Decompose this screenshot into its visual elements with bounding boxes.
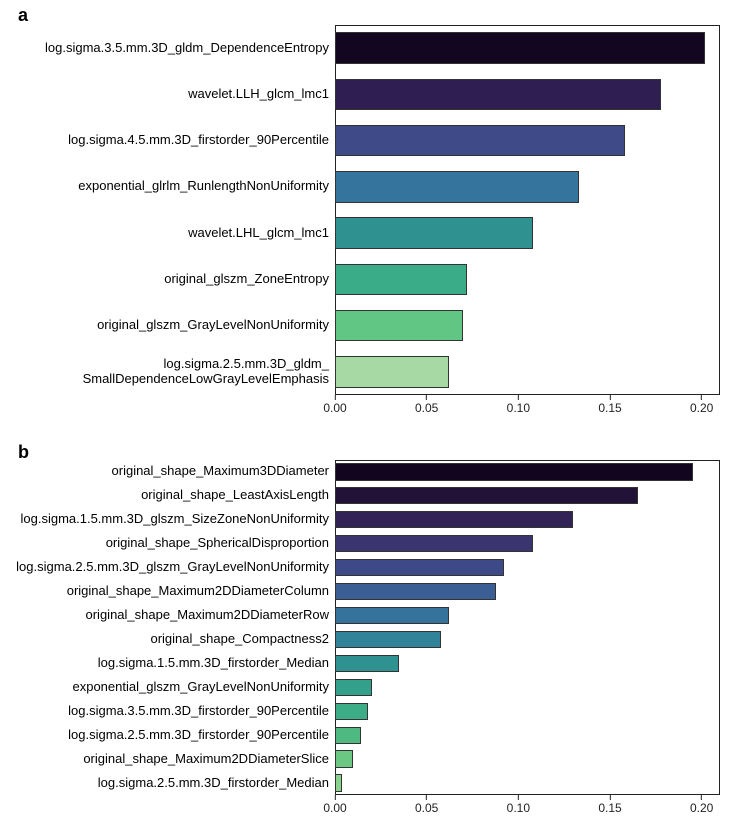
bar bbox=[335, 774, 342, 791]
x-tick: 0.10 bbox=[507, 395, 530, 415]
bar-label: log.sigma.3.5.mm.3D_gldm_DependenceEntro… bbox=[4, 41, 329, 56]
chart-a: log.sigma.3.5.mm.3D_gldm_DependenceEntro… bbox=[0, 25, 720, 420]
bar bbox=[335, 679, 372, 696]
bar bbox=[335, 750, 353, 767]
bar bbox=[335, 607, 449, 624]
x-tick: 0.05 bbox=[415, 795, 438, 815]
bar bbox=[335, 583, 496, 600]
bar bbox=[335, 631, 441, 648]
x-tick: 0.05 bbox=[415, 395, 438, 415]
bar-label: original_shape_Maximum2DDiameterRow bbox=[4, 608, 329, 623]
bar bbox=[335, 559, 504, 576]
bar bbox=[335, 487, 638, 504]
bar bbox=[335, 217, 533, 248]
bar bbox=[335, 727, 361, 744]
bar bbox=[335, 125, 625, 156]
bar-label: log.sigma.2.5.mm.3D_firstorder_Median bbox=[4, 776, 329, 791]
bar-label: original_shape_Maximum2DDiameterColumn bbox=[4, 584, 329, 599]
bar-label: original_shape_Maximum3DDiameter bbox=[4, 464, 329, 479]
x-tick: 0.15 bbox=[598, 795, 621, 815]
bar-label: log.sigma.3.5.mm.3D_firstorder_90Percent… bbox=[4, 704, 329, 719]
bar bbox=[335, 310, 463, 341]
bar-label: exponential_glrlm_RunlengthNonUniformity bbox=[4, 179, 329, 194]
x-tick: 0.20 bbox=[690, 395, 713, 415]
bar bbox=[335, 171, 579, 202]
bar-label: wavelet.LLH_glcm_lmc1 bbox=[4, 87, 329, 102]
bar bbox=[335, 703, 368, 720]
bar-label: original_shape_SphericalDisproportion bbox=[4, 536, 329, 551]
bar-label: original_shape_LeastAxisLength bbox=[4, 488, 329, 503]
panel-a-label: a bbox=[18, 5, 28, 26]
bar-label: log.sigma.1.5.mm.3D_glszm_SizeZoneNonUni… bbox=[4, 512, 329, 527]
bar-label: log.sigma.2.5.mm.3D_gldm_ SmallDependenc… bbox=[4, 357, 329, 387]
bar-label: exponential_glszm_GrayLevelNonUniformity bbox=[4, 680, 329, 695]
x-tick: 0.20 bbox=[690, 795, 713, 815]
bar bbox=[335, 655, 399, 672]
bar-label: original_shape_Compactness2 bbox=[4, 632, 329, 647]
bar-label: log.sigma.2.5.mm.3D_firstorder_90Percent… bbox=[4, 728, 329, 743]
bar-label: original_shape_Maximum2DDiameterSlice bbox=[4, 752, 329, 767]
x-tick: 0.00 bbox=[323, 395, 346, 415]
bar bbox=[335, 356, 449, 387]
x-tick: 0.00 bbox=[323, 795, 346, 815]
bar-label: log.sigma.1.5.mm.3D_firstorder_Median bbox=[4, 656, 329, 671]
bar bbox=[335, 32, 705, 63]
bar-label: wavelet.LHL_glcm_lmc1 bbox=[4, 226, 329, 241]
bar bbox=[335, 463, 693, 480]
bar bbox=[335, 535, 533, 552]
bar bbox=[335, 511, 573, 528]
bar-label: original_glszm_GrayLevelNonUniformity bbox=[4, 318, 329, 333]
bar bbox=[335, 264, 467, 295]
bar-label: original_glszm_ZoneEntropy bbox=[4, 272, 329, 287]
chart-b: original_shape_Maximum3DDiameter original… bbox=[0, 460, 720, 830]
x-tick: 0.10 bbox=[507, 795, 530, 815]
bar-label: log.sigma.4.5.mm.3D_firstorder_90Percent… bbox=[4, 133, 329, 148]
bar bbox=[335, 79, 661, 110]
x-tick: 0.15 bbox=[598, 395, 621, 415]
bar-label: log.sigma.2.5.mm.3D_glszm_GrayLevelNonUn… bbox=[4, 560, 329, 575]
